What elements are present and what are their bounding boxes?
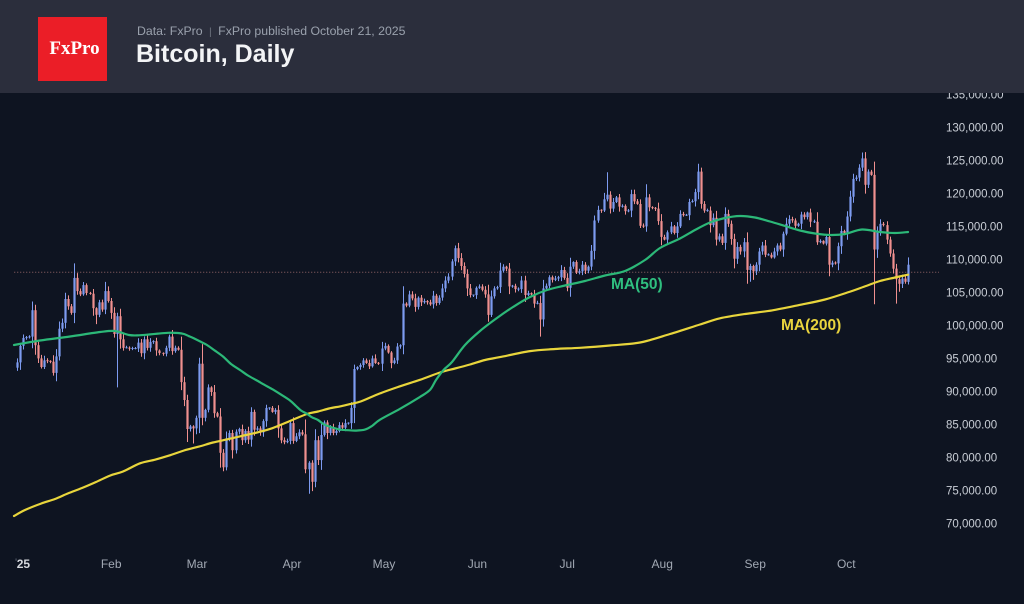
svg-text:125,000.00: 125,000.00 [946, 156, 1004, 168]
svg-text:95,000.00: 95,000.00 [946, 354, 997, 366]
svg-text:Feb: Feb [101, 557, 122, 571]
svg-text:Oct: Oct [837, 557, 856, 571]
svg-text:Jul: Jul [560, 557, 575, 571]
svg-text:Apr: Apr [283, 557, 302, 571]
svg-text:130,000.00: 130,000.00 [946, 123, 1004, 135]
svg-text:115,000.00: 115,000.00 [946, 222, 1003, 234]
svg-text:MA(50): MA(50) [611, 276, 663, 293]
svg-text:Mar: Mar [187, 557, 208, 571]
svg-text:70,000.00: 70,000.00 [946, 519, 997, 531]
svg-text:MA(200): MA(200) [781, 317, 841, 334]
svg-text:May: May [373, 557, 396, 571]
svg-text:80,000.00: 80,000.00 [946, 453, 997, 465]
svg-text:105,000.00: 105,000.00 [946, 288, 1004, 300]
svg-text:25: 25 [17, 557, 31, 571]
svg-text:85,000.00: 85,000.00 [946, 420, 997, 432]
svg-text:': ' [15, 557, 17, 569]
svg-text:90,000.00: 90,000.00 [946, 387, 997, 399]
svg-text:Sep: Sep [745, 557, 767, 571]
svg-text:100,000.00: 100,000.00 [946, 321, 1004, 333]
svg-text:120,000.00: 120,000.00 [946, 189, 1004, 201]
svg-text:75,000.00: 75,000.00 [946, 486, 997, 498]
svg-text:110,000.00: 110,000.00 [946, 255, 1003, 267]
svg-text:Aug: Aug [652, 557, 673, 571]
svg-text:Jun: Jun [468, 557, 487, 571]
